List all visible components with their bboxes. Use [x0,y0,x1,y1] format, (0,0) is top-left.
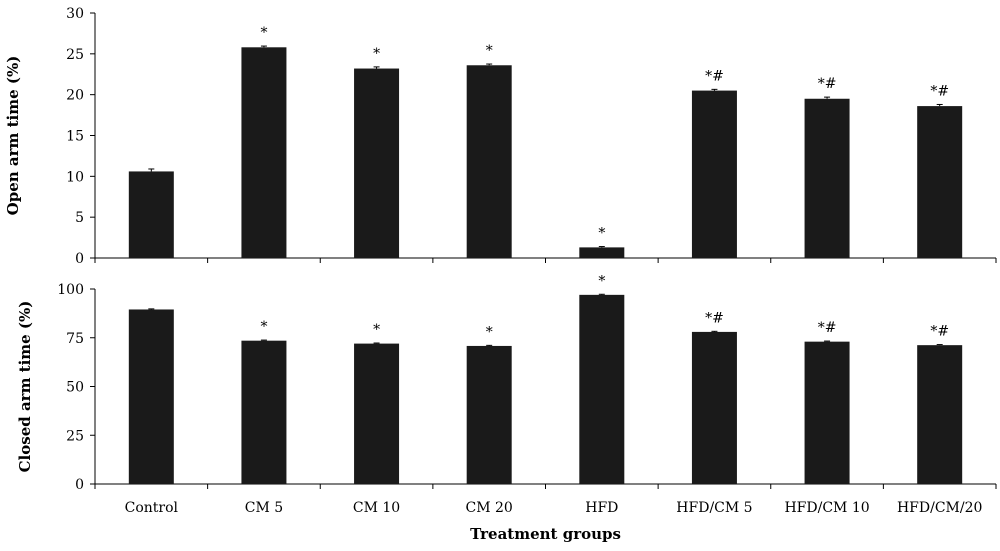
y-tick-label: 30 [66,6,84,22]
y-tick-label: 0 [75,251,84,267]
significance-label: * [598,226,605,242]
y-axis-title: Open arm time (%) [4,56,22,216]
y-tick-label: 20 [66,88,84,104]
y-tick-label: 100 [57,282,84,298]
significance-label: * [260,25,267,41]
x-axis-title: Treatment groups [470,525,621,543]
category-label: CM 10 [353,500,400,516]
significance-label: *# [705,310,724,326]
bar-4 [466,65,512,259]
bar-7 [804,341,850,484]
y-tick-label: 15 [66,129,84,145]
y-tick-label: 0 [75,477,84,493]
category-label: CM 20 [466,500,513,516]
significance-label: * [373,322,380,338]
bar-8 [917,106,963,258]
bar-8 [917,345,963,484]
category-label: HFD/CM/20 [897,500,982,516]
bar-2 [241,47,287,258]
bar-5 [579,247,625,258]
bar-3 [354,68,400,259]
significance-label: *# [930,83,949,99]
bar-3 [354,343,400,484]
category-label: Control [125,500,179,516]
significance-label: * [486,324,493,340]
bar-5 [579,294,625,484]
bar-1 [128,309,174,484]
category-label: HFD [585,500,618,516]
significance-label: *# [818,76,837,92]
category-label: CM 5 [245,500,283,516]
y-tick-label: 10 [66,169,84,185]
bar-6 [691,90,737,258]
bar-7 [804,98,850,258]
significance-label: * [260,319,267,335]
open-arm-chart: 0 5 10 15 20 25 30 * * * * *# *# *# Open arm time (%) [4,6,997,267]
bar-1 [128,171,174,258]
bar-4 [466,345,512,484]
closed-arm-chart: 0 25 50 75 100 Control * CM 5 * CM 10 * CM 20 * HFD *#… [16,273,997,543]
bar-6 [691,331,737,484]
significance-label: * [486,43,493,59]
y-tick-label: 25 [66,428,84,444]
significance-label: *# [930,324,949,340]
significance-label: * [373,46,380,62]
significance-label: * [598,273,605,289]
category-label: HFD/CM 5 [676,500,752,516]
y-tick-label: 50 [66,380,84,396]
category-label: HFD/CM 10 [784,500,869,516]
bar-2 [241,340,287,484]
significance-label: *# [705,68,724,84]
y-tick-label: 25 [66,47,84,63]
significance-label: *# [818,320,837,336]
y-tick-label: 75 [66,331,84,347]
y-axis-title: Closed arm time (%) [16,301,34,473]
y-tick-label: 5 [75,210,84,226]
